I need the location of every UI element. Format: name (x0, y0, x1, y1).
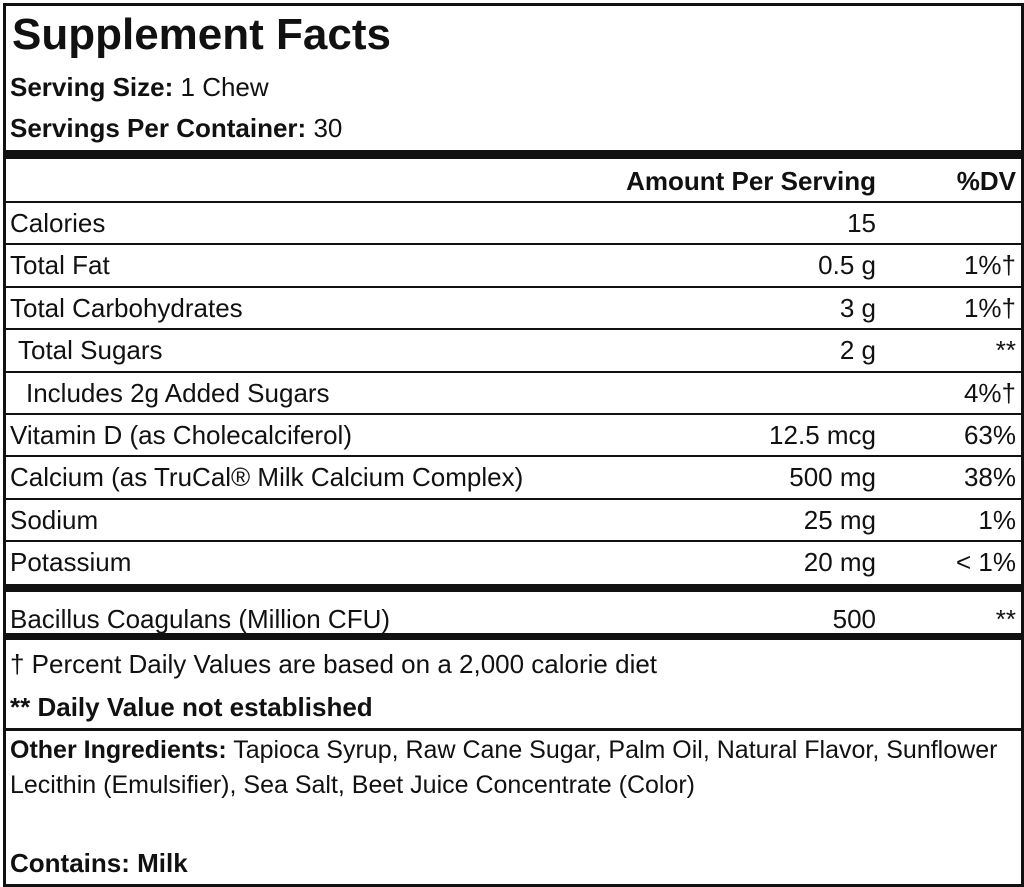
footnote: † Percent Daily Values are based on a 2,… (10, 649, 658, 679)
ingredients-value: Tapioca Syrup, Raw Cane Sugar, Palm Oil,… (10, 736, 998, 799)
other-ingredients: Other Ingredients: Tapioca Syrup, Raw Ca… (10, 733, 1010, 803)
servings-label: Servings Per Container: (10, 113, 307, 143)
thick-rule (6, 584, 1021, 592)
servings-value: 30 (313, 113, 343, 143)
nutrient-name: Potassium (10, 547, 132, 578)
thick-rule (6, 150, 1021, 159)
daily-value: 63% (963, 420, 1016, 450)
amount: 500 mg (789, 462, 876, 493)
amount: 0.5 g (818, 250, 876, 281)
rule (6, 540, 1021, 543)
nutrient-name: Calories (10, 208, 106, 238)
amount: 2 g (839, 335, 876, 366)
rule (6, 728, 1021, 731)
daily-value: < 1% (956, 547, 1016, 578)
daily-value: ** (995, 335, 1016, 366)
amount: 12.5 mcg (769, 420, 876, 450)
thick-rule (6, 633, 1021, 640)
nutrient-name: Sodium (10, 504, 99, 535)
nutrient-name: Total Carbohydrates (10, 292, 243, 323)
daily-value: 1% (978, 504, 1016, 535)
rule (6, 285, 1021, 288)
nutrient-name: Includes 2g Added Sugars (26, 377, 330, 408)
rule (6, 370, 1021, 373)
title: Supplement Facts (12, 10, 391, 59)
label-border (3, 3, 1024, 887)
daily-value: 1%† (963, 292, 1016, 323)
column-header: Amount Per Serving (626, 166, 876, 196)
rule (6, 455, 1021, 458)
daily-value: 4%† (963, 377, 1016, 408)
nutrient-name: Calcium (as TruCal® Milk Calcium Complex… (10, 462, 524, 493)
serving-size: Serving Size: 1 Chew (10, 72, 269, 102)
amount: 20 mg (803, 547, 876, 578)
amount: 25 mg (803, 504, 876, 535)
serving-size-value: 1 Chew (180, 72, 269, 102)
nutrient-name: Bacillus Coagulans (Million CFU) (10, 604, 391, 634)
nutrient-name: Vitamin D (as Cholecalciferol) (10, 420, 352, 450)
contains: Contains: Milk (10, 848, 188, 878)
daily-value: ** (995, 604, 1016, 634)
daily-value: 38% (963, 462, 1016, 493)
rule (6, 243, 1021, 246)
amount: 500 (832, 604, 876, 634)
serving-size-label: Serving Size: (10, 72, 174, 102)
rule (6, 497, 1021, 500)
daily-value: 1%† (963, 250, 1016, 281)
rule (6, 413, 1021, 415)
servings-per-container: Servings Per Container: 30 (10, 113, 342, 143)
footnote: ** Daily Value not established (10, 692, 373, 722)
amount: 15 (847, 208, 876, 238)
ingredients-label: Other Ingredients: (10, 736, 227, 764)
amount: 3 g (839, 292, 876, 323)
nutrient-name: Total Sugars (18, 335, 163, 366)
rule (6, 201, 1021, 203)
rule (6, 328, 1021, 331)
nutrient-name: Total Fat (10, 250, 110, 281)
column-header: %DV (956, 166, 1016, 196)
